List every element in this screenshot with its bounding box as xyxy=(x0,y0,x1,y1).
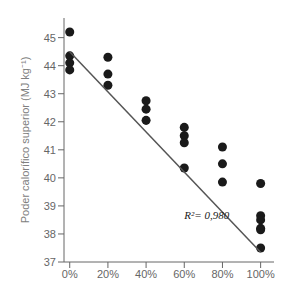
svg-text:41: 41 xyxy=(44,144,56,156)
svg-text:80%: 80% xyxy=(211,268,233,280)
svg-text:44: 44 xyxy=(44,60,56,72)
svg-text:38: 38 xyxy=(44,228,56,240)
svg-text:40: 40 xyxy=(44,172,56,184)
svg-text:45: 45 xyxy=(44,32,56,44)
svg-text:0%: 0% xyxy=(62,268,78,280)
svg-text:42: 42 xyxy=(44,116,56,128)
svg-text:43: 43 xyxy=(44,88,56,100)
svg-text:37: 37 xyxy=(44,256,56,268)
svg-text:40%: 40% xyxy=(135,268,157,280)
svg-text:20%: 20% xyxy=(97,268,119,280)
svg-text:100%: 100% xyxy=(247,268,275,280)
svg-text:Poder calorífico superior (MJ: Poder calorífico superior (MJ kg⁻¹) xyxy=(19,57,31,224)
svg-text:60%: 60% xyxy=(173,268,195,280)
svg-text:R²= 0,980: R²= 0,980 xyxy=(183,209,229,221)
svg-text:39: 39 xyxy=(44,200,56,212)
